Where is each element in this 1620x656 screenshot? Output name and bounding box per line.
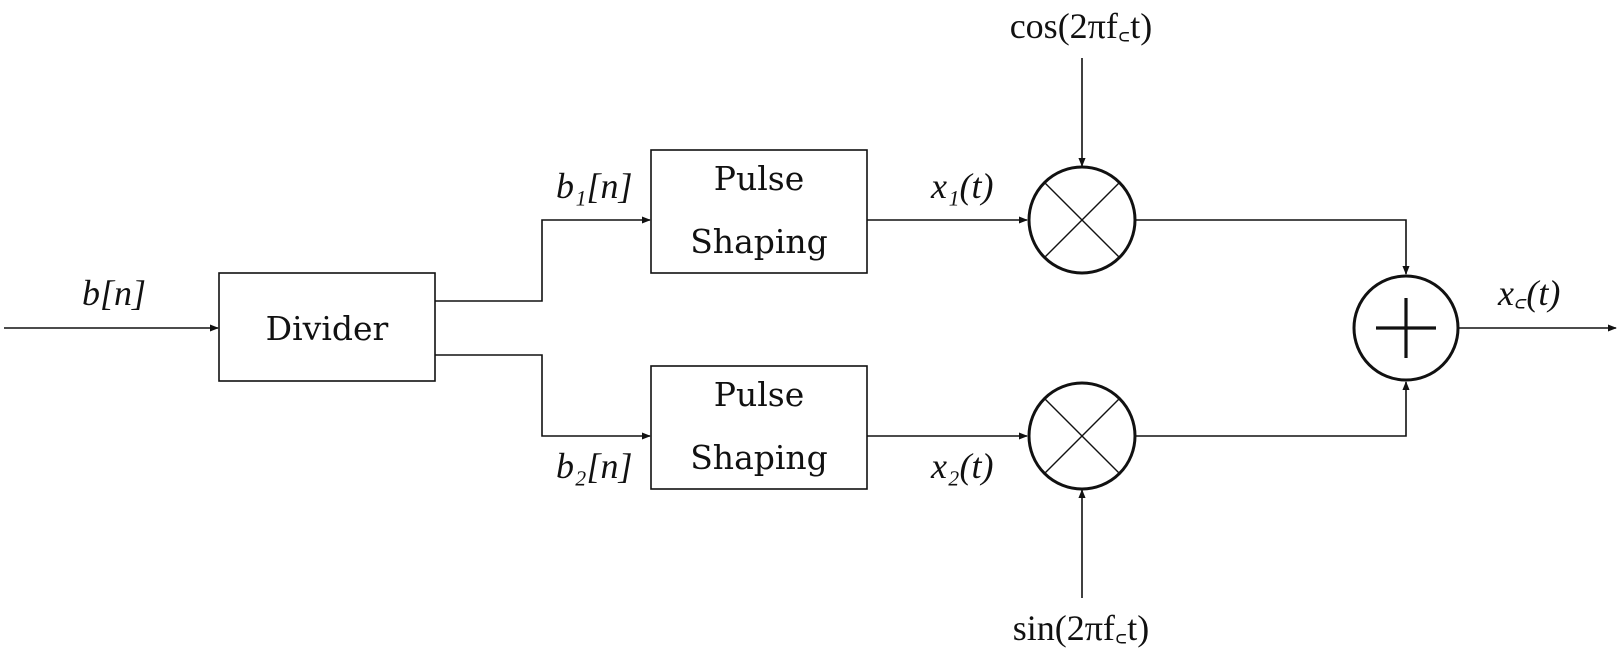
upper-multiplier <box>1027 165 1137 275</box>
upper-multiplier-cross-icon-b <box>1044 182 1120 258</box>
cos-carrier-label: cos(2πf꜀t) <box>1010 6 1153 46</box>
lower-mixer-output-wire <box>1135 381 1410 437</box>
upper-pulse-shaping-block <box>650 149 868 274</box>
upper-branch-label: b₁[n] <box>556 166 633 206</box>
upper-branch-wire <box>435 216 651 302</box>
upper-signal-label: x₁(t) <box>930 166 993 206</box>
lower-multiplier-cross-icon-b <box>1044 398 1120 474</box>
divider-label: Divider <box>266 309 389 348</box>
divider-block <box>218 272 436 382</box>
sin-carrier-label: sin(2πf꜀t) <box>1013 608 1150 648</box>
lower-signal-label: x₂(t) <box>930 446 993 486</box>
input-label: b[n] <box>82 273 146 313</box>
output-label: x꜀(t) <box>1497 273 1560 313</box>
summer <box>1352 274 1460 382</box>
lower-pulse-shaping-block <box>650 365 868 490</box>
upper-mixer-output-wire <box>1135 219 1410 275</box>
lower-branch-label: b₂[n] <box>556 446 633 486</box>
upper-pulse-shaping-line1: Pulse <box>714 159 804 198</box>
upper-pulse-shaping-line2: Shaping <box>690 222 828 261</box>
lower-pulse-shaping-line1: Pulse <box>714 375 804 414</box>
lower-pulse-shaping-line2: Shaping <box>690 438 828 477</box>
lower-multiplier <box>1027 381 1137 491</box>
lower-branch-wire <box>435 354 651 440</box>
